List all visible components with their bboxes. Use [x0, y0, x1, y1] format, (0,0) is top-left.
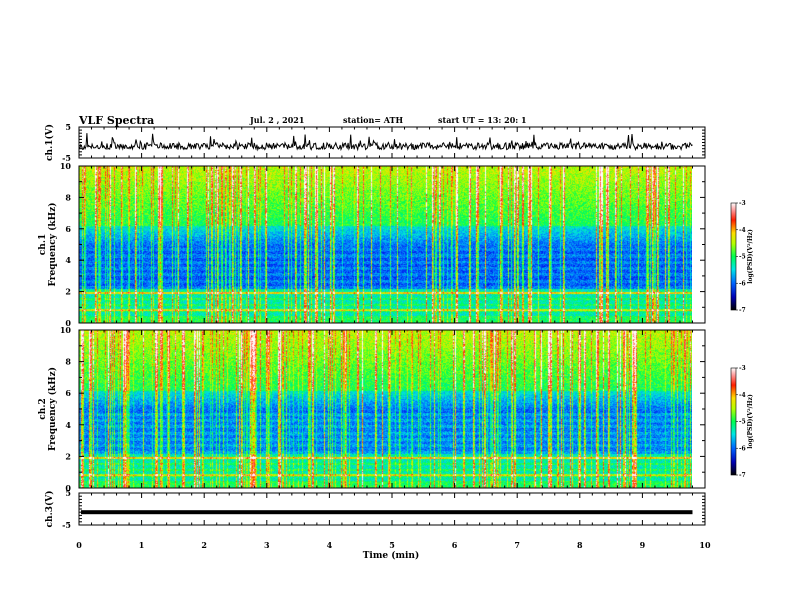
colorbar-tick-label: -4 [739, 392, 746, 399]
x-tick-label: 7 [514, 540, 520, 550]
x-tick-label: 2 [201, 540, 207, 550]
ch2-colorbar: -3 -4 -5 -6 -7 log(PSD)(V2/Hz) [730, 365, 754, 479]
colorbar-tick-label: -6 [739, 445, 746, 452]
spectrogram-image [79, 330, 692, 488]
y-tick-label: 4 [65, 255, 71, 265]
colorbar-tick-label: -5 [739, 419, 746, 426]
header-date: Jul. 2 , 2021 [249, 115, 304, 125]
y-tick-label: 5 [65, 122, 71, 132]
x-tick-label: 5 [389, 540, 395, 550]
y-tick-label: 8 [65, 357, 71, 367]
ch3-waveform-panel: 5 -5 ch.3(V) [44, 488, 706, 530]
y-tick-label: 10 [60, 161, 72, 171]
y-axis-label: ch.1(V) [44, 124, 55, 161]
x-axis-label: Time (min) [363, 550, 420, 561]
x-tick-label: 1 [139, 540, 145, 550]
colorbar-tick-label: -4 [739, 227, 746, 234]
ch1-trace-line [79, 133, 693, 152]
colorbar-tick-label: -7 [739, 472, 746, 479]
chart-title: VLF Spectra [78, 114, 154, 127]
colorbar-label: log(PSD)(V2/Hz) [746, 394, 754, 449]
ch2-spectrogram-panel: 10 8 6 4 2 0 ch.2 Frequency (kHz) [38, 325, 706, 493]
x-tick-label: 0 [76, 540, 82, 550]
y-axis-label: ch.3(V) [44, 491, 55, 528]
x-tick-label: 10 [699, 540, 711, 550]
y-tick-label: 10 [60, 325, 72, 335]
y-axis-label: Frequency (kHz) [47, 367, 58, 451]
ch1-spectrogram-panel: 10 8 6 4 2 0 ch.1 Frequency (kHz) [38, 161, 706, 328]
y-tick-label: 0 [65, 483, 71, 493]
colorbar-tick-label: -3 [739, 200, 746, 207]
x-tick-label: 3 [264, 540, 270, 550]
y-tick-label: 2 [65, 451, 71, 461]
x-tick-label: 8 [577, 540, 583, 550]
colorbar-tick-label: -3 [739, 365, 746, 372]
ch1-colorbar: -3 -4 -5 -6 -7 log(PSD)(V2/Hz) [730, 200, 754, 314]
colorbar-tick-label: -5 [739, 254, 746, 261]
x-tick-label: 9 [640, 540, 646, 550]
x-tick-label: 4 [327, 540, 333, 550]
ch3-trace-line [81, 510, 693, 515]
colorbar-gradient [730, 367, 737, 476]
y-tick-label: -5 [62, 153, 71, 163]
colorbar-gradient [730, 202, 737, 311]
y-tick-label: 6 [65, 388, 71, 398]
time-axis: 0 1 2 3 4 5 6 7 8 9 10 [76, 540, 711, 550]
y-tick-label: 6 [65, 224, 71, 234]
y-tick-label: 4 [65, 420, 71, 430]
y-axis-label: ch.1 [38, 234, 48, 255]
y-tick-label: 5 [65, 488, 71, 498]
y-tick-label: 8 [65, 192, 71, 202]
colorbar-tick-label: -7 [739, 307, 746, 314]
y-tick-label: 0 [65, 318, 71, 328]
header-station: station= ATH [343, 115, 403, 125]
y-axis-label: Frequency (kHz) [47, 202, 58, 286]
ch1-waveform-panel: 5 -5 ch.1(V) [44, 122, 706, 163]
y-axis-label: ch.2 [38, 398, 48, 419]
colorbar-label: log(PSD)(V2/Hz) [746, 229, 754, 284]
y-tick-label: -5 [62, 520, 71, 530]
spectrogram-image [79, 166, 692, 323]
x-tick-label: 6 [452, 540, 458, 550]
colorbar-tick-label: -6 [739, 280, 746, 287]
header-start-time: start UT = 13: 20: 1 [438, 115, 527, 125]
y-tick-label: 2 [65, 287, 71, 297]
